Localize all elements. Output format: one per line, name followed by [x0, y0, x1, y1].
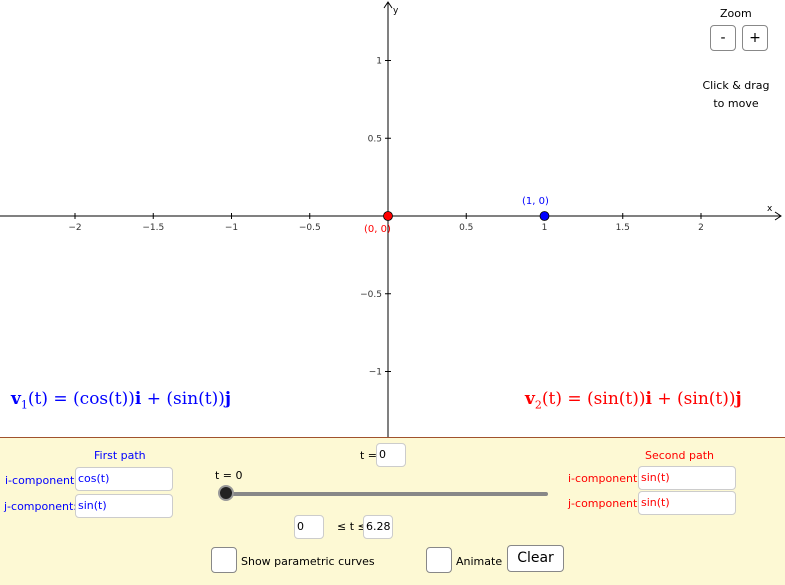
- second-path-title: Second path: [645, 449, 714, 462]
- drag-hint: Click & drag to move: [696, 77, 776, 113]
- y-tick-label: 0.5: [368, 134, 382, 144]
- point-red[interactable]: [383, 211, 393, 221]
- show-curves-checkbox[interactable]: [211, 547, 237, 573]
- y-axis-label: y: [393, 6, 399, 16]
- x-tick-label: −1: [225, 223, 238, 233]
- formula-v1-name: v: [11, 389, 21, 409]
- x-tick-label: 2: [698, 223, 704, 233]
- drag-hint-line1: Click & drag: [702, 79, 770, 92]
- first-path-j-label: j-component:: [4, 500, 77, 513]
- first-path-title: First path: [94, 449, 146, 462]
- formula-v1-sub: 1: [20, 398, 28, 412]
- first-path-i-label: i-component:: [5, 474, 78, 487]
- t-label: t =: [360, 449, 378, 462]
- formula-v2-part-b: + (sin(t)): [651, 389, 736, 409]
- clear-button[interactable]: Clear: [507, 545, 564, 572]
- formula-v1-part-b: + (sin(t)): [141, 389, 225, 409]
- formula-v2-sub: 2: [534, 398, 542, 412]
- formula-v1: v1(t) = (cos(t))i + (sin(t))j: [11, 389, 231, 411]
- slider-label: t = 0: [215, 469, 243, 482]
- x-tick-label: 1: [542, 223, 548, 233]
- second-path-i-label: i-component:: [568, 472, 641, 485]
- coordinate-plane[interactable]: x y −2 −1.5 −1 −0.5 0.5 1 1.5 2 1 0.5 −0.5 −1 (1, …: [0, 0, 785, 437]
- formula-v1-j: j: [224, 389, 232, 409]
- graphics-view[interactable]: x y −2 −1.5 −1 −0.5 0.5 1 1.5 2 1 0.5 −0.5 −1 (1, …: [0, 0, 785, 437]
- point-label-red: (0, 0): [364, 224, 391, 235]
- drag-hint-line2: to move: [713, 97, 759, 110]
- t-input[interactable]: 0: [376, 443, 406, 467]
- formula-v1-i: i: [134, 389, 142, 409]
- formula-v2-part-a: (t) = (sin(t)): [541, 389, 646, 409]
- animate-checkbox[interactable]: [426, 547, 452, 573]
- formula-v2-name: v: [525, 389, 535, 409]
- y-tick-label: 1: [376, 57, 382, 67]
- y-tick-label: −1: [369, 368, 382, 378]
- zoom-out-button[interactable]: -: [710, 25, 736, 51]
- second-path-j-label: j-component:: [568, 497, 641, 510]
- animate-label: Animate: [456, 555, 503, 568]
- x-tick-label: 1.5: [616, 223, 630, 233]
- formula-v2: v2(t) = (sin(t))i + (sin(t))j: [525, 389, 742, 411]
- range-text: ≤ t ≤: [337, 520, 367, 533]
- first-path-i-input[interactable]: cos(t): [75, 467, 173, 491]
- second-path-i-input[interactable]: sin(t): [638, 466, 736, 490]
- point-blue[interactable]: [539, 211, 550, 221]
- formula-v2-i: i: [645, 389, 652, 409]
- zoom-in-button[interactable]: +: [742, 25, 768, 51]
- t-slider-knob[interactable]: [218, 485, 234, 501]
- x-tick-label: −2: [68, 223, 81, 233]
- show-curves-label: Show parametric curves: [241, 555, 375, 568]
- x-axis-arrow: [774, 211, 782, 221]
- x-tick-label: 0.5: [459, 223, 473, 233]
- second-path-j-input[interactable]: sin(t): [638, 491, 736, 515]
- y-axis-arrow: [383, 1, 393, 9]
- y-tick-label: −0.5: [360, 290, 382, 300]
- zoom-title: Zoom: [720, 7, 752, 20]
- x-axis-label: x: [767, 204, 773, 214]
- t-slider-track[interactable]: [226, 492, 548, 496]
- first-path-j-input[interactable]: sin(t): [75, 494, 173, 518]
- formula-v2-j: j: [735, 389, 742, 409]
- formula-v1-part-a: (t) = (cos(t)): [27, 389, 135, 409]
- x-tick-label: −0.5: [299, 223, 321, 233]
- point-label-blue: (1, 0): [522, 196, 549, 207]
- range-max-input[interactable]: 6.28: [363, 515, 393, 539]
- x-tick-label: −1.5: [142, 223, 164, 233]
- range-min-input[interactable]: 0: [294, 515, 324, 539]
